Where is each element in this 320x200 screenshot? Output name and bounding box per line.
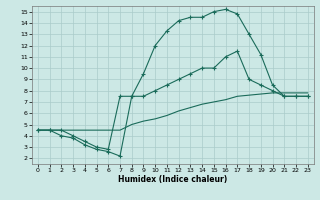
X-axis label: Humidex (Indice chaleur): Humidex (Indice chaleur): [118, 175, 228, 184]
